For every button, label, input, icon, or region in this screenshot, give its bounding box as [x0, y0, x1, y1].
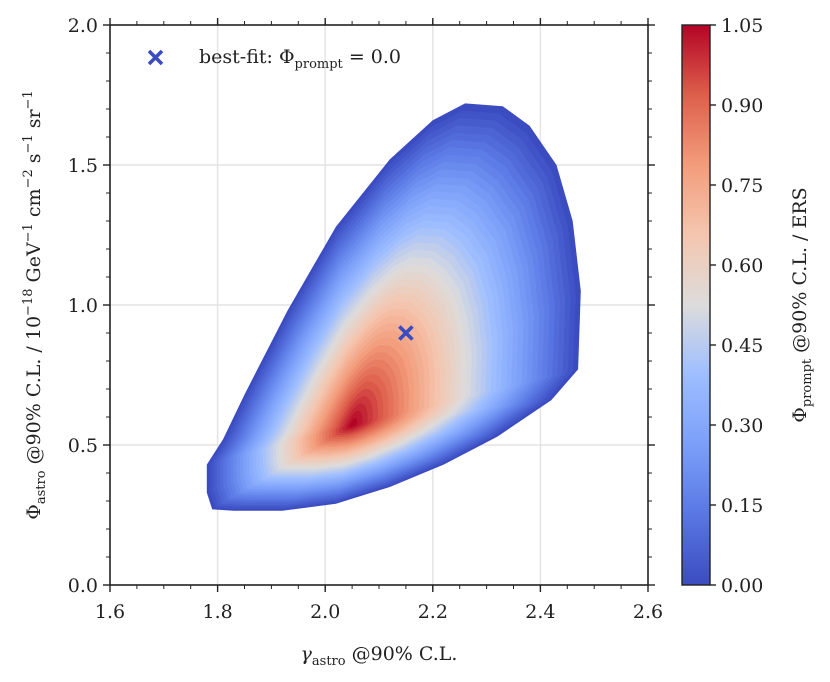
- legend: best-fit: Φprompt = 0.0: [147, 46, 401, 72]
- x-axis-label: γastro @90% C.L.: [301, 643, 458, 669]
- colorbar-tick-label: 0.00: [721, 575, 763, 597]
- y-tick-label: 2.0: [68, 15, 98, 37]
- x-tick-label: 2.2: [418, 601, 448, 623]
- colorbar-tick-label: 0.75: [721, 175, 763, 197]
- best-fit-marker: [398, 325, 414, 341]
- colorbar: 0.00 0.15 0.30 0.45 0.60 0.75 0.90 1.05 Φprompt…: [681, 15, 815, 597]
- y-axis-label: Φastro @90% C.L. / 10−18 GeV−1 cm−2 s−1 …: [21, 90, 49, 519]
- best-fit-x-stroke: [398, 325, 414, 341]
- x-tick-label: 2.4: [525, 601, 555, 623]
- x-tick-label: 1.8: [202, 601, 232, 623]
- colorbar-ticks: 0.00 0.15 0.30 0.45 0.60 0.75 0.90 1.05: [710, 15, 763, 597]
- colorbar-tick-label: 0.60: [721, 255, 763, 277]
- y-tick-label: 0.5: [68, 435, 98, 457]
- colorbar-tick-label: 0.90: [721, 95, 763, 117]
- heatmap-contour-level: [348, 418, 358, 428]
- legend-marker-icon: [147, 49, 164, 66]
- colorbar-label: Φprompt @90% C.L. / ERS: [789, 187, 815, 422]
- colorbar-tick-label: 1.05: [721, 15, 763, 37]
- x-tick-label: 2.6: [633, 601, 663, 623]
- x-tick-label: 1.6: [95, 601, 125, 623]
- colorbar-gradient: [681, 24, 711, 586]
- colorbar-tick-label: 0.30: [721, 415, 763, 437]
- y-axis-ticks: 0.0 0.5 1.0 1.5 2.0: [68, 15, 655, 597]
- x-axis-ticks: 1.6 1.8 2.0 2.2 2.4 2.6: [95, 18, 663, 623]
- heatmap-region: [206, 103, 581, 511]
- y-tick-label: 1.5: [68, 155, 98, 177]
- colorbar-tick-label: 0.45: [721, 335, 763, 357]
- x-tick-label: 2.0: [310, 601, 340, 623]
- colorbar-tick-label: 0.15: [721, 495, 763, 517]
- y-tick-label: 0.0: [68, 575, 98, 597]
- y-tick-label: 1.0: [68, 295, 98, 317]
- legend-label: best-fit: Φprompt = 0.0: [199, 46, 401, 72]
